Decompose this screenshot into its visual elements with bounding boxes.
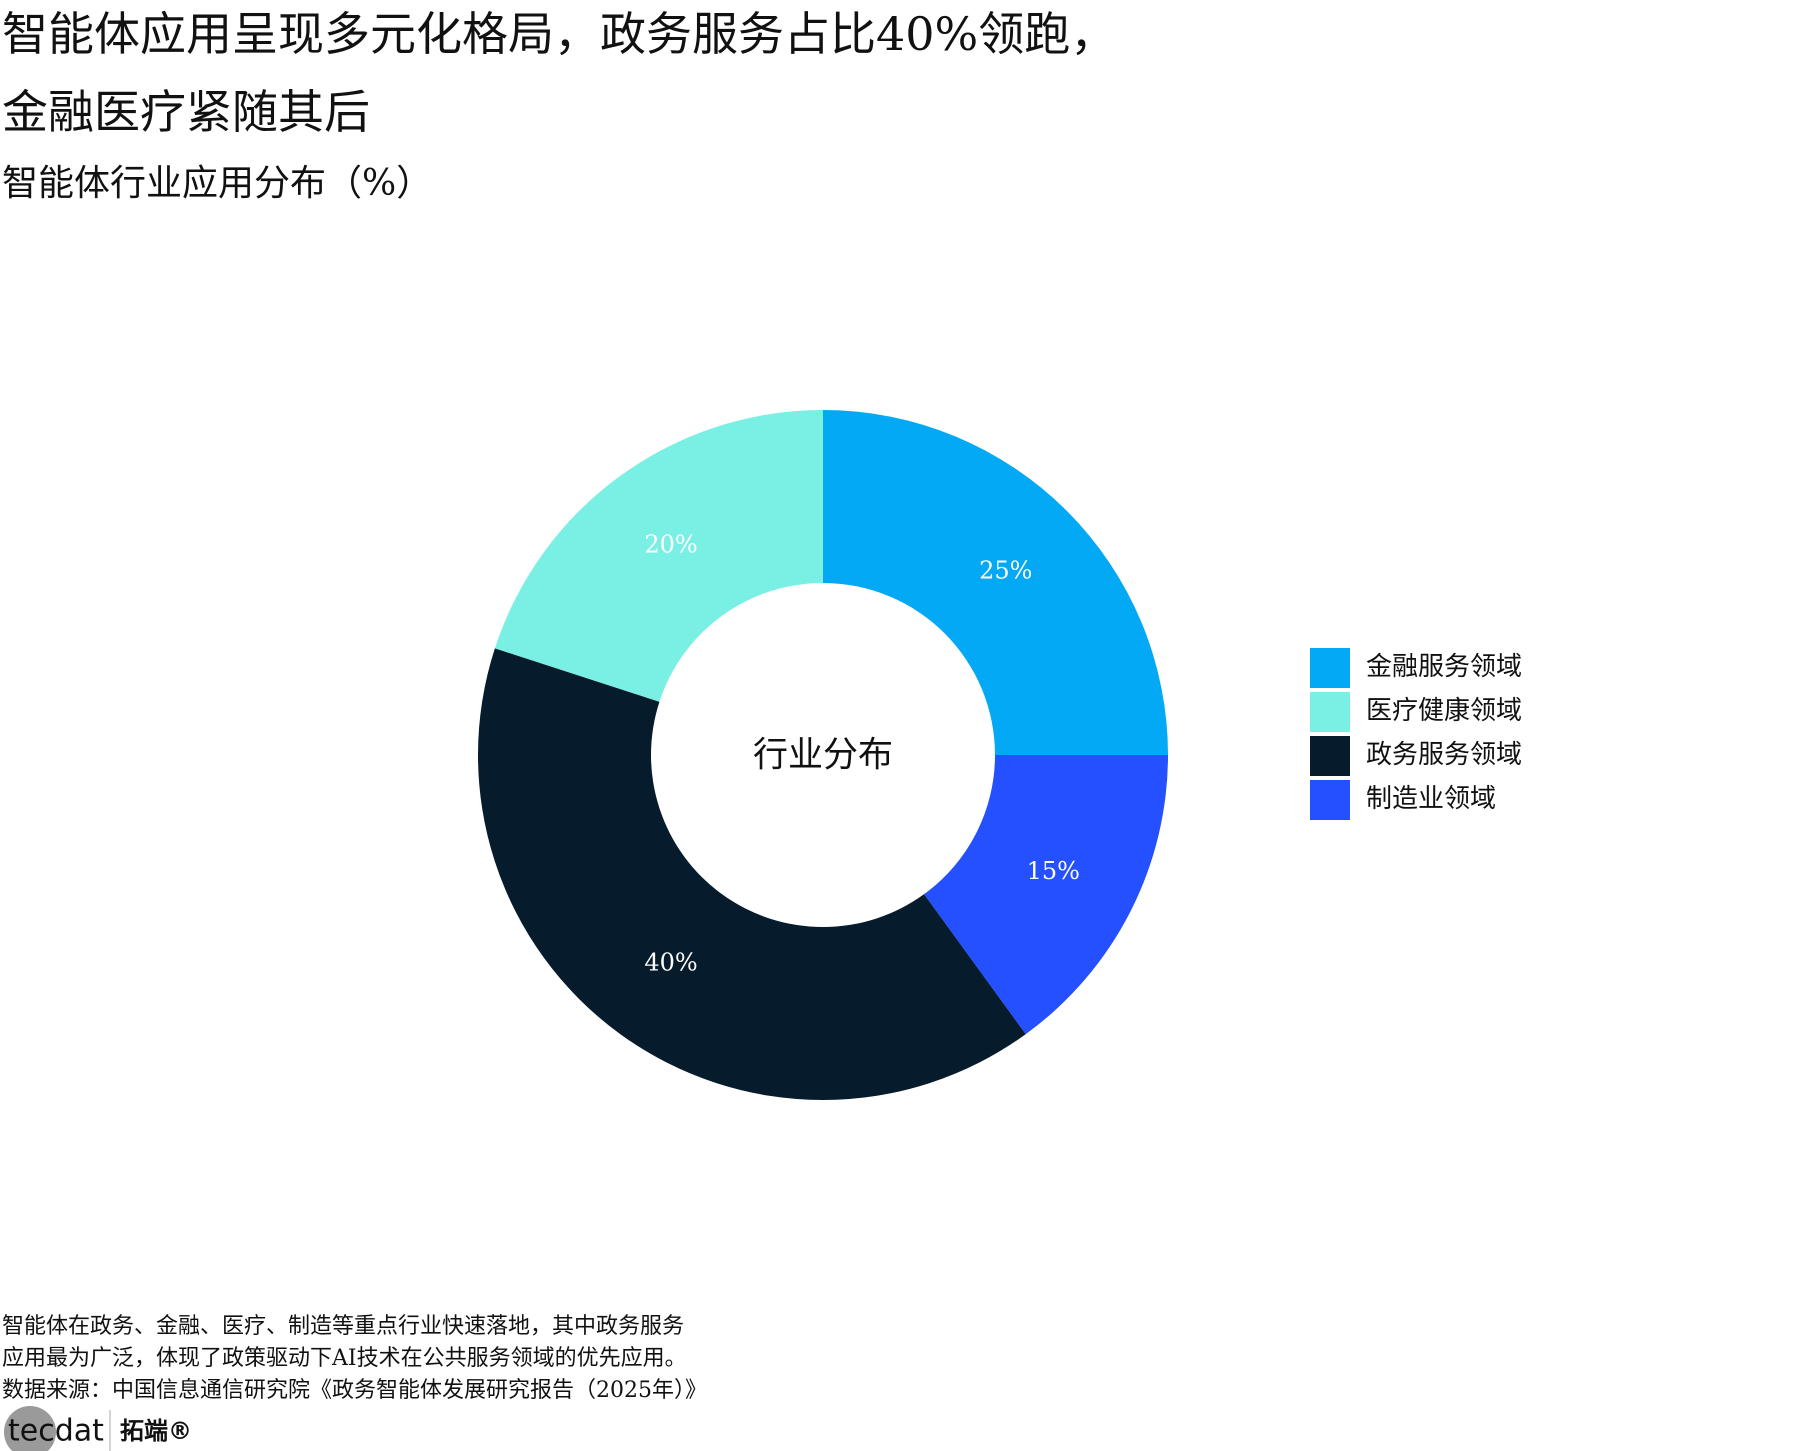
- donut-slice: [494, 410, 823, 702]
- legend-swatch: [1310, 648, 1350, 688]
- legend-swatch: [1310, 692, 1350, 732]
- note: 数据来源：中国信息通信研究院《政务智能体发展研究报告（2025年）》: [2, 1378, 707, 1403]
- donut-slice: [823, 410, 1168, 755]
- legend-label: 制造业领域: [1366, 784, 1496, 814]
- chart-title: 智能体应用呈现多元化格局，政务服务占比40%领跑，: [2, 7, 1116, 61]
- donut-slice: [924, 755, 1168, 1035]
- note: 智能体在政务、金融、医疗、制造等重点行业快速落地，其中政务服务: [2, 1314, 684, 1339]
- donut-slice: [478, 648, 1026, 1100]
- hole-label: 行业分布: [753, 736, 893, 776]
- legend-swatch: [1310, 780, 1350, 820]
- slice-label: 25%: [979, 557, 1032, 585]
- chart-subtitle: 智能体行业应用分布（%）: [2, 163, 432, 204]
- chart-title: 金融医疗紧随其后: [2, 85, 370, 139]
- legend-swatch: [1310, 736, 1350, 776]
- legend-label: 金融服务领域: [1366, 652, 1522, 682]
- logo-name: 拓端®: [120, 1417, 192, 1445]
- legend-label: 政务服务领域: [1366, 740, 1522, 770]
- logo-circle: [4, 1406, 56, 1451]
- slice-label: 40%: [644, 949, 697, 977]
- logo-brand: tecdat: [8, 1414, 104, 1449]
- slice-label: 15%: [1027, 857, 1080, 885]
- note: 应用最为广泛，体现了政策驱动下AI技术在公共服务领域的优先应用。: [2, 1346, 687, 1371]
- slice-label: 20%: [644, 530, 697, 558]
- legend-label: 医疗健康领域: [1366, 696, 1522, 726]
